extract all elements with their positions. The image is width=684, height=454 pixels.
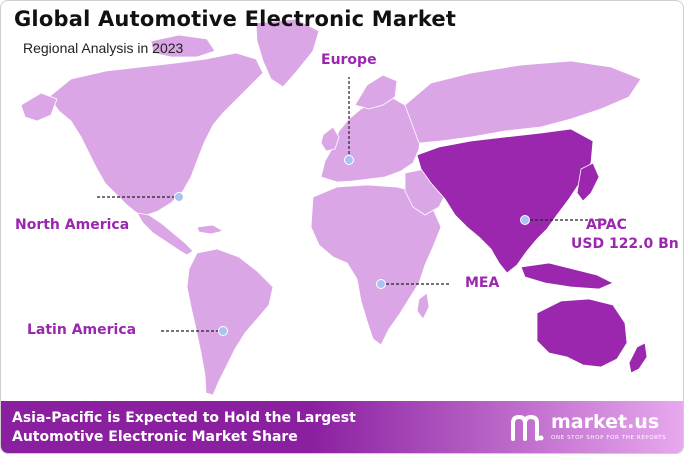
- madagascar-landmass: [416, 292, 430, 320]
- central-america-landmass: [136, 212, 194, 256]
- footer-line-1: Asia-Pacific is Expected to Hold the Lar…: [12, 410, 356, 426]
- mea-marker: [376, 279, 386, 289]
- chart-subtitle: Regional Analysis in 2023: [23, 40, 184, 56]
- australia-landmass: [536, 298, 628, 368]
- europe-marker: [344, 155, 354, 165]
- land-highlighted: [416, 128, 648, 374]
- region-label-north-america: North America: [15, 217, 130, 233]
- uk-landmass: [320, 126, 340, 152]
- region-label-latin-america: Latin America: [27, 322, 137, 338]
- russia-north-landmass: [404, 60, 642, 144]
- north-america-marker: [174, 192, 184, 202]
- north-america-landmass: [48, 52, 264, 216]
- latin-america-marker: [218, 326, 228, 336]
- new-zealand-landmass: [628, 342, 648, 374]
- markers: [174, 155, 530, 336]
- apac-marker: [520, 215, 530, 225]
- leader-lines: [97, 77, 605, 332]
- japan-landmass: [576, 162, 600, 202]
- asia-landmass: [416, 128, 594, 274]
- region-label-apac: APAC: [586, 217, 627, 233]
- footer-line-2: Automotive Electronic Market Share: [12, 429, 298, 445]
- alaska-landmass: [20, 92, 58, 122]
- region-label-europe: Europe: [321, 52, 377, 68]
- caribbean-islands: [196, 224, 225, 235]
- chart-title: Global Automotive Electronic Market: [14, 7, 457, 31]
- footer-message: Asia-Pacific is Expected to Hold the Lar…: [12, 409, 356, 447]
- market-us-logo-icon: [511, 414, 544, 441]
- brand-name: market.us: [551, 411, 660, 433]
- south-america-landmass: [186, 248, 274, 396]
- brand-block: market.us ONE STOP SHOP FOR THE REPORTS: [507, 411, 677, 445]
- region-value-apac: USD 122.0 Bn: [571, 236, 679, 252]
- brand-tagline: ONE STOP SHOP FOR THE REPORTS: [551, 435, 667, 441]
- arctic-islands: [150, 34, 216, 58]
- southeast-asia-islands: [520, 262, 614, 290]
- region-label-mea: MEA: [465, 275, 500, 291]
- scandinavia-landmass: [354, 74, 398, 110]
- footer-banner: Asia-Pacific is Expected to Hold the Lar…: [1, 401, 683, 453]
- greenland-landmass: [255, 18, 320, 88]
- land-regular: [20, 18, 642, 396]
